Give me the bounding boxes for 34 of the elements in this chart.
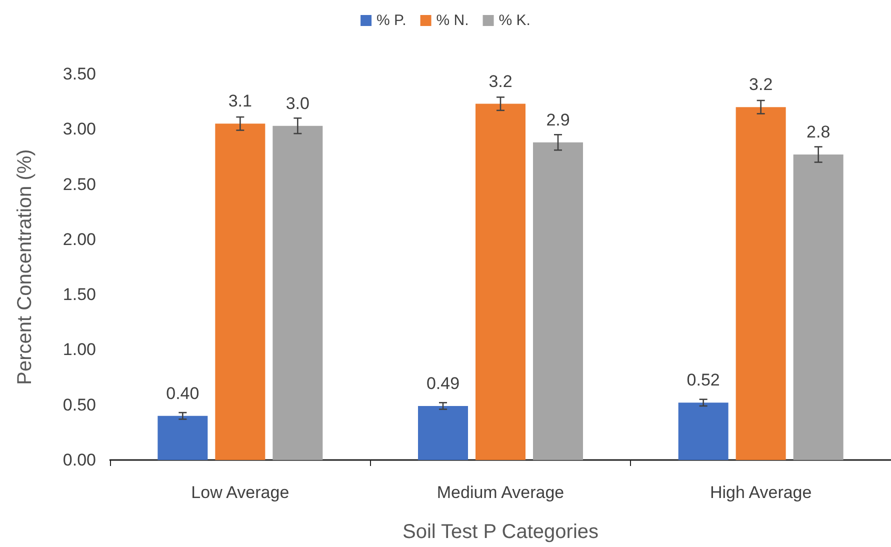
legend-label: % P. xyxy=(376,12,406,29)
legend-label: % N. xyxy=(436,12,469,29)
y-tick-label: 0.00 xyxy=(62,450,96,470)
data-label: 3.2 xyxy=(488,72,512,91)
bar xyxy=(418,406,468,460)
bar xyxy=(476,104,526,460)
y-tick-label: 1.50 xyxy=(62,285,96,304)
x-tick-label: High Average xyxy=(710,483,812,502)
x-axis-title: Soil Test P Categories xyxy=(402,521,599,543)
bar xyxy=(793,154,844,460)
y-tick-label: 1.00 xyxy=(62,340,96,360)
data-label: 2.9 xyxy=(546,110,570,130)
bar xyxy=(158,416,208,460)
bar xyxy=(272,126,323,460)
x-tick-label: Medium Average xyxy=(436,483,564,502)
y-tick-label: 3.00 xyxy=(62,120,96,139)
bar xyxy=(533,142,583,460)
legend-label: % K. xyxy=(498,12,530,29)
x-tick-label: Low Average xyxy=(191,483,290,502)
data-label: 0.52 xyxy=(686,370,720,390)
data-label: 0.49 xyxy=(426,374,460,393)
bar xyxy=(215,124,266,460)
data-label: 3.2 xyxy=(749,75,773,94)
y-tick-label: 3.50 xyxy=(62,64,96,84)
y-tick-label: 2.50 xyxy=(62,174,96,194)
y-tick-label: 2.00 xyxy=(62,230,96,249)
data-label: 2.8 xyxy=(806,122,830,142)
data-label: 3.0 xyxy=(286,94,310,113)
y-axis-title: Percent Concentration (%) xyxy=(14,149,36,385)
y-tick-label: 0.50 xyxy=(62,395,96,414)
bar xyxy=(678,402,728,460)
data-label: 0.40 xyxy=(166,384,200,403)
data-label: 3.1 xyxy=(228,92,252,111)
bar xyxy=(736,107,786,460)
